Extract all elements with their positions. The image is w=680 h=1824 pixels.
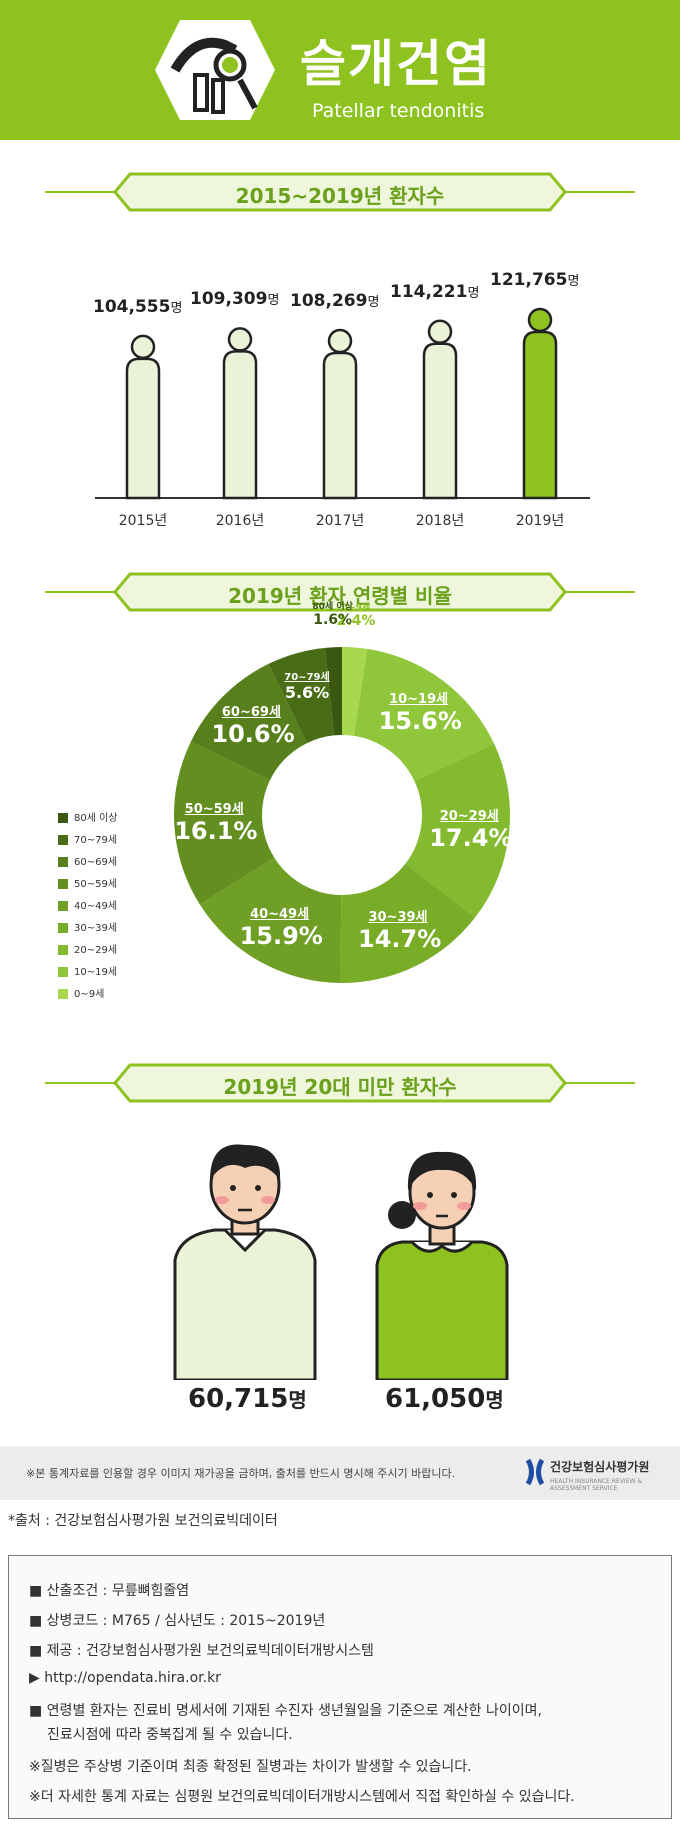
slice-label: 80세 이상 1.6% — [312, 602, 353, 629]
info-box: ■ 산출조건 : 무릎뼈힘줄염 ■ 상병코드 : M765 / 심사년도 : 2… — [8, 1555, 672, 1819]
legend-item: 0~9세 — [58, 985, 104, 1000]
slice-label: 0~9세 2.4% — [336, 602, 376, 629]
bar — [322, 351, 358, 500]
section-banner-3 — [45, 1063, 635, 1103]
bar — [522, 330, 558, 500]
slice-label: 40~49세 15.9% — [239, 906, 323, 950]
bar-head — [227, 327, 253, 352]
bar-value-label: 114,221명 — [390, 281, 480, 302]
bar-head — [427, 319, 453, 345]
legend-swatch — [58, 879, 68, 889]
legend-swatch — [58, 901, 68, 911]
legend-item: 30~39세 — [58, 919, 117, 934]
info-line: ■ 연령별 환자는 진료비 명세서에 기재된 수진자 생년월일을 기준으로 계산… — [29, 1703, 542, 1719]
info-line: ※더 자세한 통계 자료는 심평원 보건의료빅데이터개방시스템에서 직접 확인하… — [29, 1789, 575, 1805]
legend-item: 80세 이상 — [58, 809, 118, 824]
slice-label: 20~29세 17.4% — [429, 808, 513, 852]
bar-figure — [125, 334, 161, 500]
x-tick-label: 2018년 — [415, 513, 465, 529]
bar-value-label: 121,765명 — [490, 270, 580, 290]
knee-logo-icon — [155, 20, 275, 120]
bar-figure — [422, 319, 458, 500]
female-count: 61,050명 — [385, 1384, 504, 1414]
x-tick-label: 2016년 — [215, 513, 265, 529]
bar-figure — [522, 307, 558, 500]
section-title-3: 2019년 20대 미만 환자수 — [223, 1075, 457, 1099]
legend-swatch — [58, 967, 68, 977]
legend-swatch — [58, 835, 68, 845]
legend-item: 10~19세 — [58, 963, 117, 978]
header: 슬개건염 Patellar tendonitis — [0, 0, 680, 140]
section-banner-1 — [45, 172, 635, 212]
bar — [222, 350, 258, 500]
bar-value-label: 109,309명 — [190, 289, 280, 310]
legend-item: 50~59세 — [58, 875, 117, 890]
male-figure — [173, 1144, 317, 1380]
slice-label: 10~19세 15.6% — [378, 692, 462, 736]
slice-label: 60~69세 10.6% — [211, 704, 295, 748]
org-name: 건강보험심사평가원 — [550, 1460, 650, 1474]
bar-head — [327, 328, 353, 354]
bar-figure — [222, 327, 258, 500]
legend-item: 60~69세 — [58, 853, 117, 868]
bar — [125, 357, 161, 500]
info-link[interactable]: ▶ http://opendata.hira.or.kr — [29, 1670, 221, 1686]
section-banner-2 — [45, 572, 635, 612]
legend-swatch — [58, 813, 68, 823]
bar-value-label: 108,269명 — [290, 291, 380, 312]
male-count: 60,715명 — [188, 1384, 307, 1414]
info-line: ■ 제공 : 건강보험심사평가원 보건의료빅데이터개방시스템 — [29, 1643, 374, 1659]
page-subtitle: Patellar tendonitis — [312, 100, 485, 122]
pie-slice — [190, 663, 307, 781]
pie-slice — [342, 647, 368, 736]
female-figure — [375, 1151, 509, 1380]
slice-label: 30~39세 14.7% — [358, 910, 442, 954]
org-subtitle: HEALTH INSURANCE REVIEW & ASSESSMENT SER… — [550, 1478, 643, 1492]
legend-swatch — [58, 945, 68, 955]
pie-slice — [340, 863, 476, 983]
legend-swatch — [58, 923, 68, 933]
x-tick-label: 2019년 — [515, 513, 565, 529]
info-line: ※질병은 주상병 기준이며 최종 확정된 질병과는 차이가 발생할 수 있습니다… — [29, 1759, 472, 1775]
legend-item: 20~29세 — [58, 941, 117, 956]
pie-slice — [199, 857, 342, 983]
bar-figure — [322, 328, 358, 500]
info-line: 진료시점에 따라 중복집계 될 수 있습니다. — [47, 1727, 293, 1743]
section-title-1: 2015~2019년 환자수 — [235, 184, 445, 208]
bar-head — [130, 334, 156, 360]
legend-swatch — [58, 857, 68, 867]
section-title-2: 2019년 환자 연령별 비율 — [228, 584, 452, 608]
notice-bar: ※본 통계자료를 인용할 경우 이미지 재가공을 금하며, 출처를 반드시 명시… — [0, 1446, 680, 1500]
info-line: ■ 상병코드 : M765 / 심사년도 : 2015~2019년 — [29, 1613, 326, 1629]
legend-swatch — [58, 989, 68, 999]
info-line: ■ 산출조건 : 무릎뼈힘줄염 — [29, 1583, 190, 1599]
pie-slice — [325, 647, 342, 736]
legend-item: 40~49세 — [58, 897, 117, 912]
slice-label: 70~79세 5.6% — [284, 671, 330, 702]
donut-chart — [173, 647, 510, 983]
source-text: *출처 : 건강보험심사평가원 보건의료빅데이터 — [8, 1513, 278, 1529]
pie-slice — [268, 647, 334, 744]
slice-label: 50~59세 16.1% — [174, 802, 258, 846]
pie-slice — [405, 743, 510, 918]
bar — [422, 342, 458, 500]
pie-slice — [354, 648, 495, 782]
bar-chart — [95, 307, 590, 500]
bar-head — [527, 307, 553, 333]
notice-text: ※본 통계자료를 인용할 경우 이미지 재가공을 금하며, 출처를 반드시 명시… — [26, 1467, 456, 1480]
x-tick-label: 2015년 — [118, 513, 168, 529]
bar-value-label: 104,555명 — [93, 296, 183, 317]
page-title: 슬개건염 — [300, 35, 492, 93]
x-tick-label: 2017년 — [315, 513, 365, 529]
pie-slice — [173, 741, 275, 905]
legend-item: 70~79세 — [58, 831, 117, 846]
hira-logo-icon — [525, 1458, 545, 1486]
